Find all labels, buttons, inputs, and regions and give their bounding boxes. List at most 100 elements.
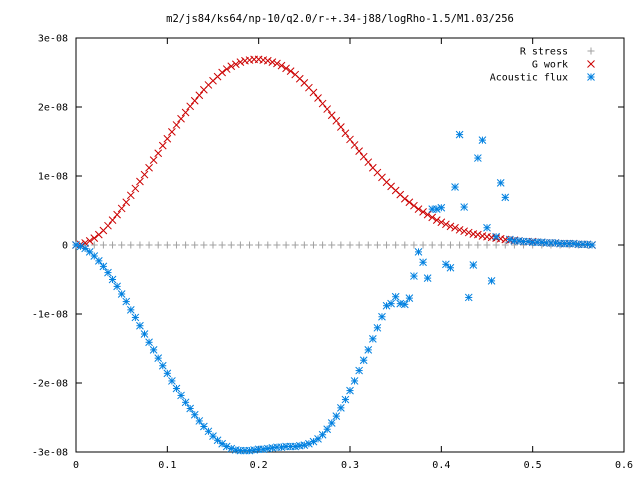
data-point: [99, 241, 107, 249]
legend-label: G work: [532, 60, 568, 71]
data-point: [410, 201, 418, 210]
y-tick-label: -3e-08: [32, 448, 68, 459]
data-point: [483, 223, 491, 232]
data-point: [282, 241, 290, 249]
data-point: [455, 130, 464, 139]
data-point: [158, 361, 167, 370]
data-point: [131, 313, 140, 322]
data-point: [359, 356, 368, 365]
data-point: [423, 210, 432, 219]
data-point: [368, 334, 377, 343]
data-point: [186, 404, 195, 413]
data-point: [496, 179, 505, 187]
x-tick-label: 0.3: [341, 460, 359, 471]
data-point: [309, 241, 317, 249]
data-point: [327, 419, 336, 427]
data-point: [231, 60, 240, 69]
data-point: [255, 241, 263, 249]
legend-marker: [587, 73, 595, 81]
data-point: [373, 241, 381, 249]
data-point: [327, 111, 336, 120]
x-tick-label: 0.5: [524, 460, 542, 471]
data-point: [446, 222, 455, 231]
data-point: [145, 241, 153, 249]
data-point: [419, 258, 427, 267]
data-point: [140, 330, 149, 338]
data-point: [81, 244, 89, 253]
data-point: [332, 412, 341, 420]
data-point: [428, 213, 437, 222]
data-point: [437, 241, 445, 249]
y-tick-label: 2e-08: [38, 103, 68, 114]
data-point: [323, 425, 332, 434]
data-point: [118, 241, 126, 249]
data-point: [273, 241, 281, 249]
data-point: [108, 275, 117, 284]
data-point: [346, 241, 354, 249]
y-tick-label: 1e-08: [38, 172, 68, 183]
data-point: [492, 232, 500, 241]
data-point: [181, 398, 190, 407]
data-point: [314, 94, 322, 102]
data-point: [149, 156, 158, 164]
data-point: [505, 235, 514, 244]
data-point: [432, 205, 441, 213]
data-point: [309, 88, 318, 97]
legend: R stress G work Acoustic flux: [490, 47, 595, 84]
data-point: [414, 248, 423, 256]
data-point: [181, 108, 190, 117]
data-point: [136, 321, 144, 330]
data-point: [127, 241, 135, 249]
data-point: [474, 241, 482, 249]
data-point: [300, 241, 308, 249]
data-point: [190, 410, 199, 419]
data-point: [145, 163, 153, 172]
data-point: [474, 154, 482, 162]
data-point: [391, 292, 400, 301]
data-point: [273, 59, 281, 68]
x-tick-label: 0.4: [432, 460, 450, 471]
data-point: [172, 384, 181, 393]
data-point: [277, 61, 286, 70]
data-point: [163, 241, 171, 249]
chart-title: m2/js84/ks64/np-10/q2.0/r-+.34-j88/logRh…: [166, 13, 514, 25]
data-point: [483, 241, 491, 249]
data-point: [437, 203, 446, 212]
data-point: [588, 241, 596, 249]
data-point: [131, 184, 140, 193]
data-point: [168, 377, 176, 385]
data-point: [81, 239, 89, 247]
data-point: [218, 68, 226, 77]
data-point: [113, 282, 121, 291]
data-point: [200, 241, 208, 249]
data-point: [227, 62, 236, 71]
data-point: [172, 241, 180, 249]
data-point: [282, 64, 290, 73]
data-point: [145, 338, 153, 347]
data-point: [400, 300, 409, 309]
data-point: [455, 225, 464, 234]
data-point: [446, 241, 454, 249]
data-point: [464, 293, 473, 302]
x-tick-label: 0.2: [250, 460, 268, 471]
data-point: [410, 241, 418, 249]
series-acoustic-flux: [72, 130, 596, 455]
data-point: [346, 386, 354, 395]
data-point: [190, 96, 199, 105]
data-point: [291, 241, 299, 249]
data-point: [419, 241, 427, 249]
data-point: [332, 116, 341, 125]
data-point: [383, 241, 391, 249]
data-point: [117, 290, 126, 298]
data-point: [236, 58, 245, 67]
data-point: [154, 354, 163, 363]
data-point: [209, 241, 217, 249]
data-point: [163, 369, 172, 378]
data-point: [122, 198, 131, 207]
legend-label: Acoustic flux: [490, 73, 568, 84]
data-point: [218, 241, 226, 249]
data-point: [341, 395, 350, 404]
data-point: [359, 152, 368, 161]
data-point: [460, 227, 469, 236]
data-point: [140, 170, 149, 179]
